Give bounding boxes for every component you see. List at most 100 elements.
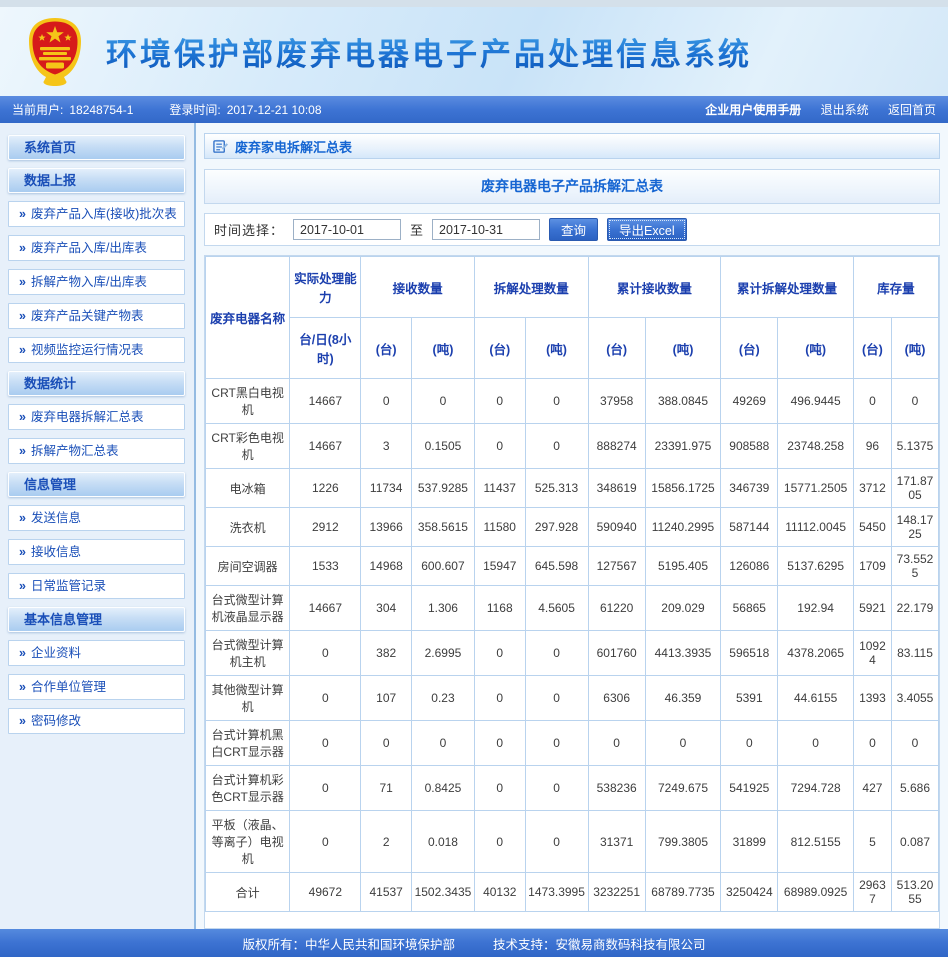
subcol-dismantled-tons: (吨) bbox=[524, 317, 589, 379]
value-cell: 15771.2505 bbox=[777, 468, 854, 508]
date-to-label: 至 bbox=[410, 223, 424, 238]
value-cell: 31899 bbox=[720, 810, 779, 873]
sidebar-section-basic-info[interactable]: 基本信息管理 bbox=[8, 607, 185, 632]
subcol-inventory-units: (台) bbox=[852, 317, 892, 379]
col-header-cumulative-received: 累计接收数量 bbox=[587, 256, 722, 318]
home-link[interactable]: 返回首页 bbox=[887, 103, 936, 117]
sidebar-section-data-stats[interactable]: 数据统计 bbox=[8, 371, 185, 396]
value-cell: 11580 bbox=[473, 507, 526, 547]
site-title: 环境保护部废弃电器电子产品处理信息系统 bbox=[106, 29, 752, 74]
sidebar-item-data-report-4[interactable]: » 视频监控运行情况表 bbox=[8, 337, 185, 363]
value-cell: 73.5525 bbox=[890, 546, 940, 586]
content-area: 系统首页数据上报 » 废弃产品入库(接收)批次表 » 废弃产品入库/出库表 » 拆解产物入库… bbox=[0, 123, 948, 929]
breadcrumb: 废弃家电拆解汇总表 bbox=[204, 133, 940, 159]
sidebar-item-data-report-2[interactable]: » 拆解产物入库/出库表 bbox=[8, 269, 185, 295]
value-cell: 0 bbox=[289, 720, 362, 766]
sidebar-item-data-report-3[interactable]: » 废弃产品关键产物表 bbox=[8, 303, 185, 329]
value-cell: 126086 bbox=[720, 546, 779, 586]
user-manual-link[interactable]: 企业用户使用手册 bbox=[705, 103, 802, 117]
double-arrow-icon: » bbox=[19, 511, 26, 525]
value-cell: 0 bbox=[360, 378, 412, 424]
value-cell: 14667 bbox=[289, 423, 362, 469]
date-to-input[interactable] bbox=[432, 219, 541, 240]
value-cell: 61220 bbox=[587, 585, 646, 631]
double-arrow-icon: » bbox=[19, 241, 26, 255]
value-cell: 297.928 bbox=[524, 507, 589, 547]
sidebar-item-info-mgmt-1[interactable]: » 接收信息 bbox=[8, 539, 185, 565]
value-cell: 5137.6295 bbox=[777, 546, 854, 586]
subcol-dismantled-units: (台) bbox=[473, 317, 526, 379]
subcol-cum-dismantled-tons: (吨) bbox=[777, 317, 854, 379]
value-cell: 600.607 bbox=[410, 546, 475, 586]
value-cell: 5195.405 bbox=[644, 546, 722, 586]
value-cell: 0 bbox=[473, 423, 526, 469]
value-cell: 2 bbox=[360, 810, 412, 873]
value-cell: 0 bbox=[473, 630, 526, 676]
value-cell: 0 bbox=[524, 675, 589, 721]
subcol-received-tons: (吨) bbox=[410, 317, 475, 379]
date-filter-bar: 时间选择： 至 查询 导出Excel bbox=[204, 213, 940, 246]
value-cell: 645.598 bbox=[524, 546, 589, 586]
value-cell: 4413.3935 bbox=[644, 630, 722, 676]
sidebar-item-data-report-0[interactable]: » 废弃产品入库(接收)批次表 bbox=[8, 201, 185, 227]
sidebar-item-data-report-1[interactable]: » 废弃产品入库/出库表 bbox=[8, 235, 185, 261]
value-cell: 0 bbox=[473, 378, 526, 424]
double-arrow-icon: » bbox=[19, 579, 26, 593]
device-name-cell: 电冰箱 bbox=[204, 468, 291, 508]
value-cell: 0 bbox=[289, 630, 362, 676]
value-cell: 209.029 bbox=[644, 585, 722, 631]
value-cell: 40132 bbox=[473, 872, 526, 912]
date-from-input[interactable] bbox=[293, 219, 402, 240]
value-cell: 0.018 bbox=[410, 810, 475, 873]
login-time-value: 2017-12-21 10:08 bbox=[226, 103, 322, 117]
value-cell: 23748.258 bbox=[777, 423, 854, 469]
sidebar-section-data-report[interactable]: 数据上报 bbox=[8, 168, 185, 193]
sidebar-menu: 系统首页数据上报 » 废弃产品入库(接收)批次表 » 废弃产品入库/出库表 » 拆解产物入库… bbox=[0, 123, 196, 929]
value-cell: 0 bbox=[524, 720, 589, 766]
value-cell: 2.6995 bbox=[410, 630, 475, 676]
sidebar-item-data-stats-0[interactable]: » 废弃电器拆解汇总表 bbox=[8, 404, 185, 430]
national-emblem-logo bbox=[29, 17, 81, 86]
sidebar-item-label: 视频监控运行情况表 bbox=[30, 343, 144, 357]
subcol-inventory-tons: (吨) bbox=[890, 317, 940, 379]
summary-table-body: CRT黑白电视机 14667 0 0 0 0 37958 388.0845 49269 496.9… bbox=[204, 378, 940, 912]
value-cell: 3232251 bbox=[587, 872, 646, 912]
value-cell: 7249.675 bbox=[644, 765, 722, 811]
value-cell: 513.2055 bbox=[890, 872, 940, 912]
value-cell: 3 bbox=[360, 423, 412, 469]
value-cell: 68789.7735 bbox=[644, 872, 722, 912]
device-name-cell: CRT黑白电视机 bbox=[204, 378, 291, 424]
value-cell: 49269 bbox=[720, 378, 779, 424]
value-cell: 10924 bbox=[852, 630, 892, 676]
sidebar-item-info-mgmt-0[interactable]: » 发送信息 bbox=[8, 505, 185, 531]
sidebar-item-label: 废弃产品关键产物表 bbox=[30, 309, 144, 323]
sidebar-item-info-mgmt-2[interactable]: » 日常监管记录 bbox=[8, 573, 185, 599]
value-cell: 5391 bbox=[720, 675, 779, 721]
sidebar-item-basic-info-0[interactable]: » 企业资料 bbox=[8, 640, 185, 666]
query-button[interactable]: 查询 bbox=[549, 218, 599, 241]
double-arrow-icon: » bbox=[19, 444, 26, 458]
value-cell: 56865 bbox=[720, 585, 779, 631]
value-cell: 0 bbox=[777, 720, 854, 766]
logout-link[interactable]: 退出系统 bbox=[820, 103, 869, 117]
device-name-cell: CRT彩色电视机 bbox=[204, 423, 291, 469]
col-header-inventory: 库存量 bbox=[852, 256, 940, 318]
breadcrumb-text: 废弃家电拆解汇总表 bbox=[235, 139, 353, 155]
sidebar-item-basic-info-1[interactable]: » 合作单位管理 bbox=[8, 674, 185, 700]
sidebar-item-basic-info-2[interactable]: » 密码修改 bbox=[8, 708, 185, 734]
value-cell: 0.23 bbox=[410, 675, 475, 721]
site-banner: 环境保护部废弃电器电子产品处理信息系统 bbox=[0, 0, 948, 96]
sidebar-section-info-mgmt[interactable]: 信息管理 bbox=[8, 472, 185, 497]
value-cell: 14667 bbox=[289, 585, 362, 631]
value-cell: 11240.2995 bbox=[644, 507, 722, 547]
value-cell: 11112.0045 bbox=[777, 507, 854, 547]
double-arrow-icon: » bbox=[19, 545, 26, 559]
sidebar-section-home[interactable]: 系统首页 bbox=[8, 135, 185, 160]
sidebar-item-data-stats-1[interactable]: » 拆解产物汇总表 bbox=[8, 438, 185, 464]
value-cell: 1.306 bbox=[410, 585, 475, 631]
subcol-cum-received-tons: (吨) bbox=[644, 317, 722, 379]
export-excel-button[interactable]: 导出Excel bbox=[607, 218, 687, 241]
device-name-cell: 台式微型计算机主机 bbox=[204, 630, 291, 676]
device-name-cell: 合计 bbox=[204, 872, 291, 912]
subcol-capacity-unit: 台/日(8小时) bbox=[289, 317, 362, 379]
